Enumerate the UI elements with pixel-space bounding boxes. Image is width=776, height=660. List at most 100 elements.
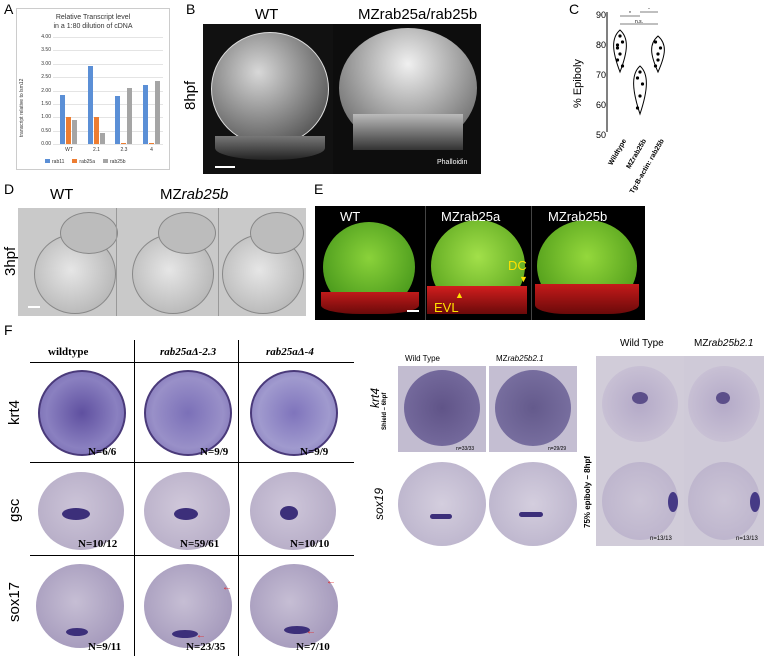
f-count-krt4-wt: N=6/6	[88, 446, 117, 458]
f2-mut-label: MZrab25b2.1	[496, 354, 544, 363]
chart-a-ytick: 3.50	[41, 47, 51, 54]
f-sox17-23	[144, 564, 232, 648]
f-row-sox17: sox17	[6, 581, 23, 622]
chart-c-ylabel: % Epiboly	[572, 59, 584, 108]
chart-c-xtick: Tg:B-actin: rab25b	[629, 138, 667, 196]
chart-a-title: Relative Transcript level	[55, 14, 131, 21]
chart-a-bar	[93, 117, 99, 144]
chart-a: Relative Transcript level in a 1:80 dilu…	[16, 8, 170, 170]
f-count-gsc-4: N=10/10	[290, 538, 330, 550]
chart-c-point	[615, 43, 620, 47]
f-count-gsc-23: N=59/61	[180, 538, 220, 550]
f2-sox19-wt	[398, 462, 486, 546]
chart-c-point	[638, 70, 642, 74]
f-sox17-4-arrow2-icon: ←	[306, 626, 316, 637]
chart-a-bar	[142, 85, 148, 144]
chart-a-xtick: WT	[65, 147, 73, 153]
chart-c-point	[620, 40, 625, 44]
chart-c-point	[640, 82, 645, 86]
e-scalebar	[407, 310, 419, 312]
chart-c-ytick: 50	[595, 130, 606, 140]
chart-c-sig-label: n.s.	[635, 19, 643, 25]
chart-a-gridline	[53, 90, 163, 92]
b-stage-label: 8hpf	[182, 80, 199, 110]
chart-a-ytick: 3.00	[41, 60, 51, 67]
chart-c-point	[618, 52, 622, 56]
e-dc-label: DC	[508, 258, 527, 273]
b-wt-label: WT	[255, 6, 279, 23]
chart-a-gridline	[53, 130, 163, 132]
e-dc-arrow-icon: ▼	[519, 274, 528, 284]
f-sox17-4-arrow1-icon: ←	[326, 576, 336, 587]
chart-a-bar	[154, 81, 160, 144]
chart-c-point	[638, 94, 642, 98]
chart-c-point	[656, 52, 660, 56]
chart-c-point	[635, 106, 640, 110]
chart-c-ytick: 70	[595, 70, 606, 80]
chart-a-bar	[99, 133, 105, 144]
e-b-label: MZrab25b	[548, 209, 608, 224]
chart-a-ytick: 2.50	[41, 74, 51, 81]
f-gsc-wt	[38, 472, 124, 550]
chart-c-point	[615, 46, 620, 50]
chart-a-bar	[148, 142, 154, 144]
f-krt4-23	[144, 370, 232, 456]
chart-c: % Epiboly 50 60 70 80 90	[572, 8, 644, 178]
chart-a-plot	[53, 37, 163, 145]
f2-wt-label: Wild Type	[405, 354, 440, 363]
chart-a-gridline	[53, 103, 163, 105]
f-count-sox17-wt: N=9/11	[88, 641, 122, 653]
chart-c-violin	[633, 65, 647, 116]
f3-stage-label: 75% epiboly – 8hpf	[583, 455, 592, 528]
chart-a-ytick: 1.50	[41, 100, 51, 107]
f2-shield-label: Shield – 6hpf	[382, 392, 388, 430]
chart-c-point	[656, 58, 660, 62]
f2-sox19-label: sox19	[372, 487, 386, 520]
chart-c-ytick: 90	[595, 10, 606, 20]
chart-a-ytick: 2.00	[41, 87, 51, 94]
chart-c-point	[615, 58, 620, 62]
f-count-krt4-4: N=9/9	[300, 446, 329, 458]
chart-a-gridline	[53, 50, 163, 52]
f-row-krt4: krt4	[6, 399, 23, 425]
f2-sox19-mut	[489, 462, 577, 546]
chart-a-legend-item: rab25a	[72, 159, 95, 165]
chart-a-xticks: WT 2.1 2.3 4	[53, 147, 163, 155]
chart-c-ytick: 80	[595, 40, 606, 50]
f-gsc-23	[144, 472, 230, 550]
f2-krt4-mut	[489, 366, 577, 452]
chart-a-yticks: 0.00 0.50 1.00 1.50 2.00 2.50 3.00 3.50 4.00	[31, 33, 51, 147]
b-mut-image: Phalloidin	[333, 24, 481, 174]
d-stage-label: 3hpf	[2, 246, 19, 276]
f2-krt4-label: krt4	[368, 387, 382, 408]
f3-wt-label: Wild Type	[620, 338, 664, 349]
f-krt4-4	[250, 370, 338, 456]
e-wt-label: WT	[340, 209, 361, 224]
chart-c-yticks: 50 60 70 80 90	[584, 10, 606, 140]
chart-c-point	[620, 64, 625, 68]
panel-label-c: C	[569, 1, 580, 17]
chart-a-bar	[60, 94, 65, 144]
b-scalebar	[215, 166, 235, 168]
f-hline-mid2	[30, 555, 354, 556]
chart-a-xtick: 2.1	[93, 147, 100, 153]
chart-c-point	[653, 40, 658, 44]
chart-a-xtick: 2.3	[120, 147, 128, 153]
f-row-gsc: gsc	[6, 498, 23, 522]
chart-a-legend-item: rab25b	[103, 159, 126, 165]
chart-a-gridline	[53, 77, 163, 79]
chart-a-ylabel: transcript relative to lsm12	[19, 78, 25, 137]
chart-c-sig-label: *	[629, 11, 631, 17]
chart-a-subtitle: in a 1:80 dilution of cDNA	[53, 23, 133, 30]
chart-c-plot: * * n.s.	[606, 8, 665, 132]
f-hline-top	[30, 362, 354, 363]
panel-label-a: A	[4, 1, 14, 17]
chart-a-gridline	[53, 63, 163, 65]
chart-c-point	[653, 64, 658, 68]
e-evl-arrow-icon: ▲	[455, 290, 464, 300]
f-vline-1	[134, 340, 135, 656]
d-scalebar	[28, 306, 40, 308]
b-stain-label: Phalloidin	[437, 159, 468, 166]
chart-a-ytick: 1.00	[41, 114, 51, 121]
chart-a-ytick: 4.00	[41, 34, 51, 40]
